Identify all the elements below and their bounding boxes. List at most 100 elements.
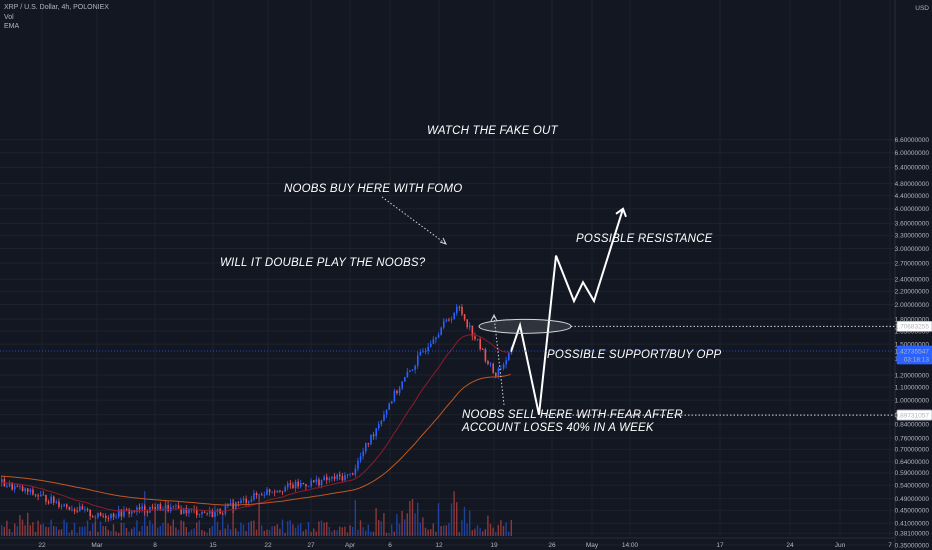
- volume-bar: [14, 523, 16, 536]
- price-tick-label: 5.40000000: [895, 165, 930, 172]
- candle-body: [414, 365, 416, 370]
- support-price-badge: [896, 409, 932, 421]
- volume-bar: [112, 524, 115, 536]
- candle-body: [209, 510, 211, 514]
- volume-indicator-label[interactable]: Vol: [4, 14, 14, 21]
- candle-body: [97, 512, 99, 518]
- volume-bar: [66, 522, 68, 536]
- resistance-price-badge: [896, 320, 932, 332]
- volume-bar: [281, 519, 284, 536]
- candle-body: [8, 482, 11, 487]
- time-tick-label: 22: [38, 542, 46, 549]
- candle-body: [458, 306, 461, 308]
- candle-body: [271, 491, 273, 493]
- candle-body: [159, 504, 162, 511]
- volume-bar: [406, 513, 408, 536]
- ema-slow-line: [0, 373, 511, 506]
- sell-pointer-arrowhead: [490, 313, 498, 322]
- volume-bar: [367, 524, 369, 536]
- volume-bar: [53, 526, 55, 536]
- candle-body: [487, 360, 489, 365]
- candle-body: [484, 349, 487, 361]
- time-tick-label: 14:00: [622, 542, 639, 549]
- volume-bar: [172, 519, 174, 536]
- volume-bar: [461, 520, 463, 536]
- volume-bar: [492, 527, 494, 536]
- price-tick-label: 6.00000000: [895, 150, 930, 157]
- volume-bar: [58, 529, 60, 536]
- volume-bar: [242, 524, 245, 536]
- volume-bar: [396, 514, 398, 536]
- time-tick-label: Apr: [345, 542, 356, 549]
- volume-bar: [294, 527, 297, 536]
- projection-arrowhead: [615, 207, 627, 218]
- candle-body: [401, 381, 403, 389]
- volume-bar: [193, 528, 195, 536]
- annotation-noobs-sell-line1: NOOBS SELL HERE WITH FEAR AFTER: [462, 409, 683, 421]
- time-tick-label: 6: [388, 542, 392, 549]
- volume-bar: [336, 530, 338, 536]
- candle-body: [198, 514, 201, 516]
- volume-bar: [318, 521, 320, 536]
- volume-bar: [393, 531, 395, 536]
- time-tick-label: 7: [888, 542, 892, 549]
- time-tick-label: 19: [490, 542, 498, 549]
- volume-bar: [227, 524, 229, 536]
- volume-bar: [349, 525, 351, 536]
- volume-bar: [21, 519, 24, 536]
- candle-body: [435, 337, 437, 340]
- ema-indicator-label[interactable]: EMA: [4, 23, 20, 30]
- volume-bar: [37, 520, 39, 536]
- symbol-title: XRP / U.S. Dollar, 4h, POLONIEX: [4, 4, 109, 11]
- volume-bar: [287, 521, 289, 536]
- volume-bar: [94, 521, 96, 536]
- annotation-possible-resistance: POSSIBLE RESISTANCE: [576, 233, 713, 245]
- volume-bar: [432, 523, 434, 536]
- volume-bar: [146, 526, 148, 536]
- resistance-ellipse: [478, 318, 572, 334]
- volume-bar: [16, 526, 18, 536]
- volume-bar: [333, 529, 336, 536]
- volume-bar: [138, 531, 141, 536]
- candle-body: [21, 486, 24, 491]
- volume-bar: [292, 524, 294, 536]
- candle-body: [266, 489, 268, 495]
- price-tick-label: 3.30000000: [895, 233, 930, 240]
- candle-body: [476, 339, 479, 340]
- price-tick-label: 2.00000000: [895, 302, 930, 309]
- volume-bar: [81, 526, 83, 536]
- volume-bar: [40, 524, 42, 536]
- candle-body: [19, 486, 21, 488]
- volume-bar: [196, 522, 198, 536]
- price-tick-label: 4.00000000: [895, 206, 930, 213]
- volume-bar: [370, 531, 372, 536]
- volume-bar: [466, 523, 468, 536]
- volume-bar: [271, 526, 273, 536]
- candle-body: [6, 486, 8, 487]
- volume-bar: [510, 519, 512, 536]
- volume-bar: [456, 502, 458, 536]
- volume-bar: [471, 530, 473, 536]
- volume-bar: [162, 522, 164, 536]
- candle-body: [136, 507, 138, 512]
- volume-bar: [123, 522, 125, 536]
- volume-bar: [346, 532, 349, 536]
- candle-body: [29, 489, 32, 492]
- volume-bar: [383, 513, 385, 536]
- volume-bar: [183, 521, 185, 536]
- candle-body: [284, 487, 286, 492]
- candle-body: [141, 506, 143, 510]
- resistance-price-label: 1.70683255: [895, 324, 930, 331]
- candle-body: [250, 499, 253, 502]
- volume-bar: [211, 526, 213, 536]
- projection-path: [510, 208, 624, 415]
- volume-bar: [55, 526, 57, 536]
- volume-bar: [71, 529, 73, 536]
- candle-body: [313, 480, 315, 483]
- price-tick-label: 1.65000000: [895, 328, 930, 335]
- candle-body: [175, 505, 177, 507]
- volume-bar: [453, 491, 455, 536]
- volume-bar: [79, 526, 81, 536]
- price-tick-label: 4.40000000: [895, 193, 930, 200]
